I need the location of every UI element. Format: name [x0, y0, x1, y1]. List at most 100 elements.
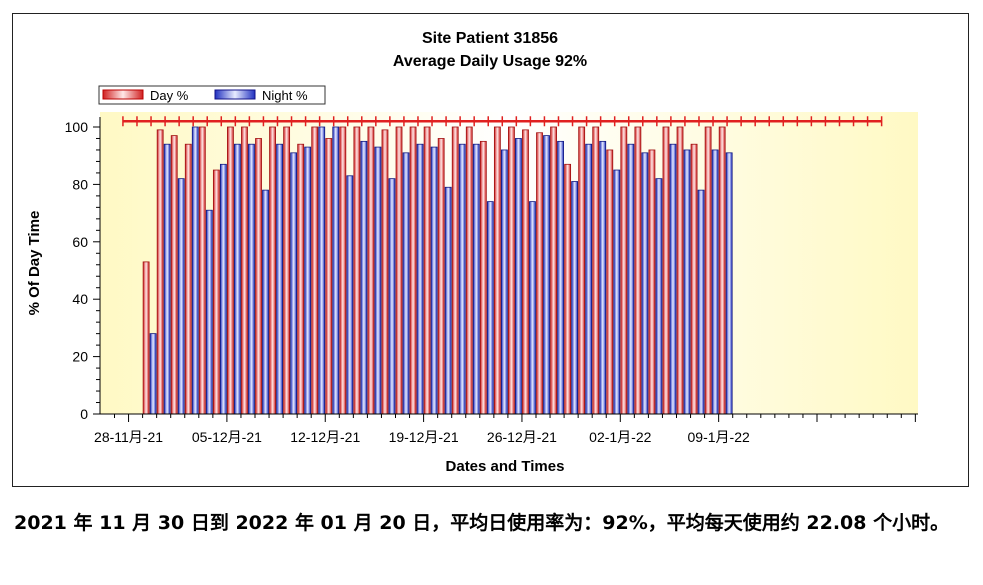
night-bar	[402, 152, 410, 415]
x-tick-label: 05-12月-21	[192, 429, 262, 445]
day-bar	[339, 126, 347, 415]
night-bar	[711, 149, 719, 415]
night-bar	[205, 209, 213, 415]
night-bar	[529, 201, 536, 415]
night-bar	[346, 175, 354, 415]
night-bar	[669, 143, 677, 415]
x-tick-label: 02-1月-22	[589, 429, 651, 445]
night-bar	[500, 149, 508, 415]
day-bar	[269, 126, 276, 415]
night-bar	[627, 143, 635, 415]
day-bar	[409, 126, 417, 415]
day-bar	[718, 126, 726, 415]
day-bar	[395, 126, 403, 415]
legend-night-swatch	[214, 89, 256, 100]
day-bar	[676, 126, 684, 415]
night-bar	[219, 163, 227, 415]
bar-group	[142, 126, 733, 415]
night-bar	[655, 178, 663, 415]
night-bar	[599, 140, 607, 415]
day-bar	[283, 126, 291, 415]
chart-subtitle: Average Daily Usage 92%	[393, 53, 587, 70]
day-bar	[620, 126, 628, 415]
night-bar	[683, 149, 691, 415]
day-bar	[437, 138, 445, 415]
day-bar	[522, 129, 529, 415]
y-tick-label: 40	[72, 291, 88, 307]
day-bar	[170, 135, 178, 415]
day-bar	[142, 261, 150, 415]
x-tick-label: 26-12月-21	[487, 429, 557, 445]
night-bar	[641, 152, 649, 415]
day-bar	[212, 169, 220, 415]
night-bar	[163, 143, 171, 415]
day-bar	[592, 126, 600, 415]
summary-caption: 2021 年 11 月 30 日到 2022 年 01 月 20 日，平均日使用…	[14, 512, 950, 534]
day-bar	[690, 143, 698, 415]
legend-day-label: Day %	[150, 88, 189, 103]
usage-chart: Site Patient 31856 Average Daily Usage 9…	[26, 30, 918, 475]
y-tick-label: 0	[80, 406, 88, 422]
y-tick-label: 100	[65, 119, 89, 135]
target-line	[122, 116, 883, 127]
day-bar	[367, 126, 375, 415]
night-bar	[725, 152, 733, 415]
y-tick-label: 80	[72, 176, 88, 192]
night-bar	[543, 135, 550, 415]
day-bar	[578, 126, 586, 415]
night-bar	[360, 140, 368, 415]
day-bar	[255, 138, 262, 415]
legend: Day % Night %	[98, 85, 326, 105]
x-axis-label: Dates and Times	[446, 458, 565, 475]
night-bar	[613, 169, 621, 415]
day-bar	[536, 132, 543, 415]
y-axis: 0 20 40 60 80 100	[65, 117, 101, 422]
day-bar	[297, 143, 305, 415]
night-bar	[177, 178, 185, 415]
night-bar	[191, 126, 199, 415]
night-bar	[430, 146, 438, 415]
day-bar	[606, 149, 614, 415]
day-bar	[479, 140, 487, 415]
day-bar	[704, 126, 712, 415]
day-bar	[184, 143, 192, 415]
night-bar	[515, 138, 522, 415]
day-bar	[634, 126, 642, 415]
x-axis: 28-11月-21 05-12月-21 12-12月-21 19-12月-21 26-1…	[94, 413, 918, 445]
night-bar	[571, 181, 579, 415]
day-bar	[550, 126, 557, 415]
day-bar	[381, 129, 389, 415]
x-tick-label: 19-12月-21	[389, 429, 459, 445]
night-bar	[234, 143, 241, 415]
night-bar	[697, 189, 705, 415]
day-bar	[493, 126, 501, 415]
x-tick-label: 09-1月-22	[688, 429, 750, 445]
day-bar	[508, 126, 515, 415]
night-bar	[585, 143, 593, 415]
x-tick-label: 28-11月-21	[94, 429, 163, 445]
night-bar	[374, 146, 382, 415]
day-bar	[325, 138, 333, 415]
day-bar	[564, 163, 572, 415]
day-bar	[353, 126, 361, 415]
night-bar	[149, 333, 157, 415]
night-bar	[486, 201, 494, 415]
night-bar	[444, 186, 452, 415]
day-bar	[241, 126, 248, 415]
night-bar	[276, 143, 283, 415]
night-bar	[304, 146, 312, 415]
chart-title: Site Patient 31856	[422, 30, 558, 47]
night-bar	[458, 143, 466, 415]
day-bar	[648, 149, 656, 415]
night-bar	[332, 126, 340, 415]
night-bar	[262, 189, 269, 415]
day-bar	[465, 126, 473, 415]
day-bar	[451, 126, 459, 415]
y-tick-label: 60	[72, 234, 88, 250]
day-bar	[227, 126, 234, 415]
y-axis-label: % Of Day Time	[26, 211, 43, 316]
x-tick-label: 12-12月-21	[290, 429, 360, 445]
night-bar	[557, 140, 564, 415]
legend-night-label: Night %	[262, 88, 308, 103]
night-bar	[290, 152, 298, 415]
